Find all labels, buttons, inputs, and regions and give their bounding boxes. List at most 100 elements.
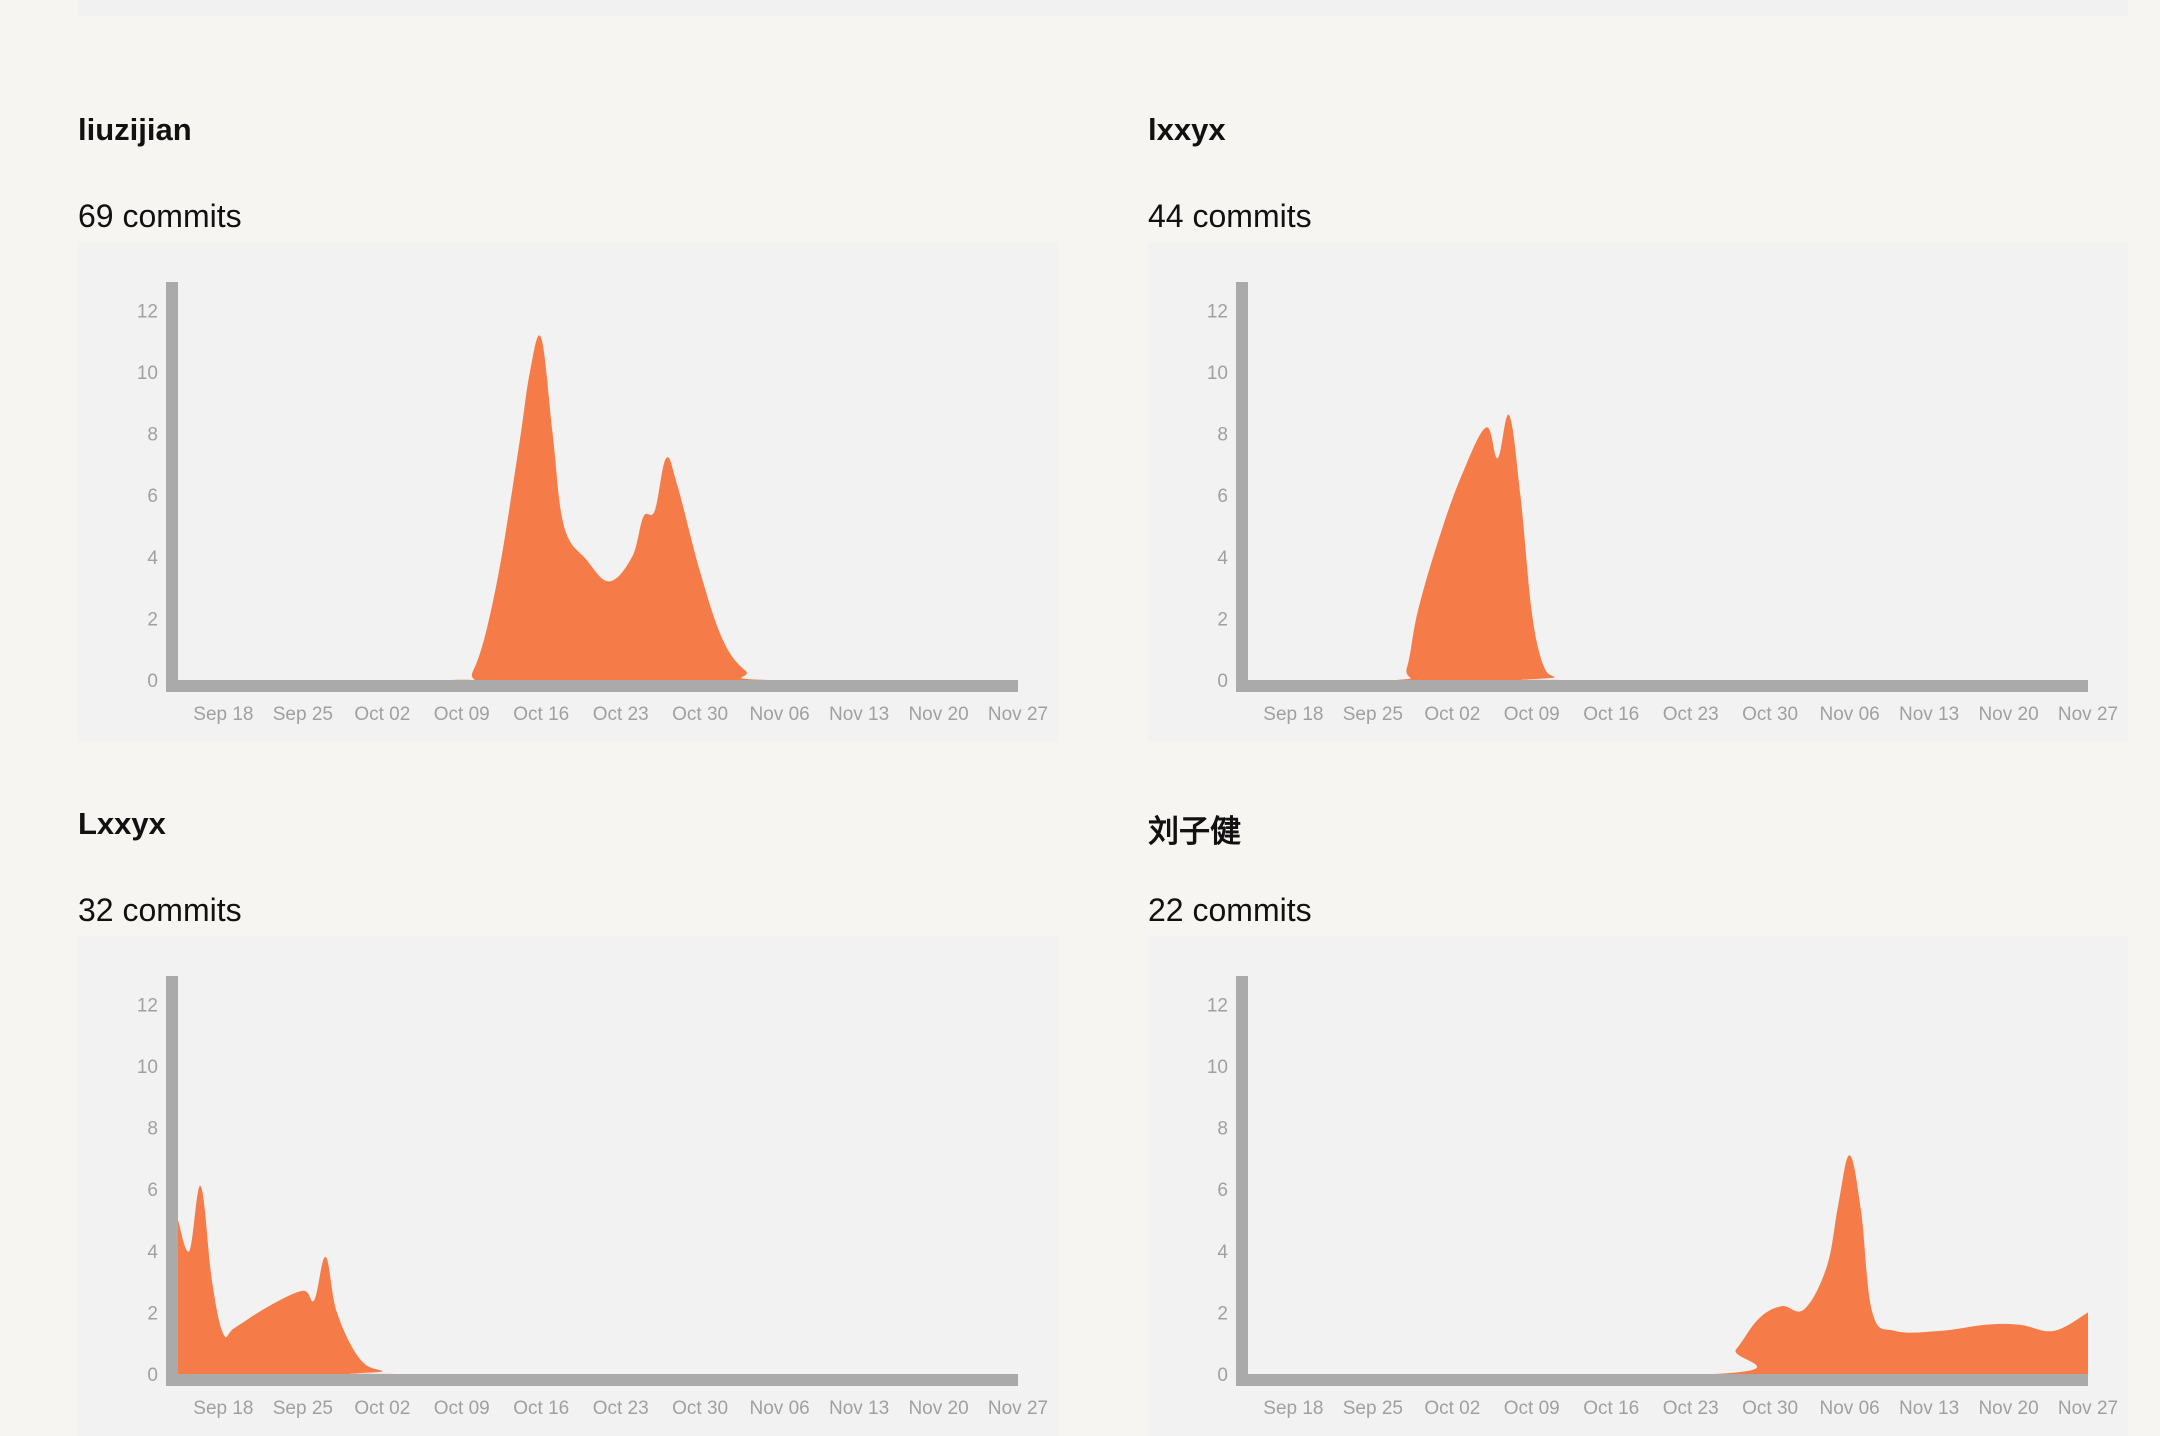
x-tick-label: Oct 09	[1504, 704, 1560, 725]
x-tick-label: Oct 30	[672, 704, 728, 725]
author-name[interactable]: lxxyx	[1148, 112, 1226, 147]
chart-svg: 0 2 4 6 8 10 12 Sep 18 Sep 25 Oct 02 Oct 09 Oct 16 O…	[137, 282, 1048, 725]
commit-chart: 0 2 4 6 8 10 12 Sep 18 Sep 25 Oct 02 Oct 09 Oct 16 O…	[78, 242, 1058, 742]
x-tick-label: Nov 27	[988, 704, 1048, 725]
x-tick-label: Sep 25	[1343, 704, 1403, 725]
y-tick-label: 2	[147, 609, 158, 630]
commit-count: 32 commits	[78, 892, 242, 928]
y-tick-label: 2	[1217, 1303, 1228, 1324]
commit-area-series	[178, 335, 1018, 681]
x-tick-label: Oct 23	[593, 704, 649, 725]
y-tick-label: 8	[1217, 1119, 1228, 1140]
y-tick-label: 4	[1217, 548, 1228, 569]
x-tick-label: Sep 18	[1263, 704, 1323, 725]
author-name[interactable]: Lxxyx	[78, 806, 166, 841]
y-tick-label: 0	[1217, 1365, 1228, 1386]
x-tick-label: Sep 25	[273, 704, 333, 725]
x-tick-label: Nov 13	[829, 1398, 889, 1419]
x-tick-label: Oct 23	[1663, 704, 1719, 725]
x-tick-label: Nov 27	[2058, 704, 2118, 725]
y-tick-label: 6	[147, 486, 158, 507]
x-tick-label: Oct 23	[1663, 1398, 1719, 1419]
x-tick-label: Sep 25	[1343, 1398, 1403, 1419]
x-tick-label: Nov 20	[908, 1398, 968, 1419]
commit-area-series	[1248, 414, 2088, 681]
chart-svg: 0 2 4 6 8 10 12 Sep 18 Sep 25 Oct 02 Oct 09 Oct 16 O…	[137, 976, 1048, 1419]
x-axis-line	[1236, 680, 2088, 692]
x-tick-label: Oct 16	[513, 704, 569, 725]
commit-chart: 0 2 4 6 8 10 12 Sep 18 Sep 25 Oct 02 Oct 09 Oct 16 O…	[1148, 242, 2128, 742]
x-tick-label: Nov 13	[1899, 1398, 1959, 1419]
x-tick-label: Oct 09	[434, 704, 490, 725]
commit-area-series	[178, 1185, 1018, 1375]
x-axis-line	[166, 680, 1018, 692]
x-tick-label: Nov 06	[750, 704, 810, 725]
commit-count: 22 commits	[1148, 892, 1312, 928]
x-tick-label: Sep 25	[273, 1398, 333, 1419]
y-axis-line	[166, 976, 178, 1386]
author-name[interactable]: 刘子健	[1148, 814, 1241, 849]
x-tick-label: Nov 20	[1978, 1398, 2038, 1419]
x-tick-label: Nov 13	[829, 704, 889, 725]
x-tick-label: Oct 30	[1742, 704, 1798, 725]
y-tick-label: 4	[1217, 1242, 1228, 1263]
y-tick-label: 4	[147, 548, 158, 569]
x-tick-label: Nov 27	[2058, 1398, 2118, 1419]
previous-panel-edge	[78, 0, 2128, 16]
x-tick-label: Oct 30	[672, 1398, 728, 1419]
commit-count: 44 commits	[1148, 198, 1312, 234]
y-axis-line	[1236, 976, 1248, 1386]
x-tick-label: Sep 18	[193, 1398, 253, 1419]
commit-chart: 0 2 4 6 8 10 12 Sep 18 Sep 25 Oct 02 Oct 09 Oct 16 O…	[1148, 936, 2128, 1436]
y-tick-label: 12	[1207, 995, 1228, 1016]
y-tick-label: 6	[147, 1180, 158, 1201]
y-tick-label: 10	[1207, 363, 1228, 384]
y-tick-label: 12	[137, 995, 158, 1016]
x-tick-label: Nov 13	[1899, 704, 1959, 725]
x-tick-label: Oct 16	[513, 1398, 569, 1419]
x-tick-label: Nov 06	[1820, 704, 1880, 725]
y-tick-label: 12	[137, 301, 158, 322]
commit-count: 69 commits	[78, 198, 242, 234]
x-tick-label: Nov 20	[1978, 704, 2038, 725]
commit-area-series	[1248, 1155, 2088, 1376]
x-tick-label: Nov 27	[988, 1398, 1048, 1419]
x-axis-line	[1236, 1374, 2088, 1386]
x-tick-label: Oct 16	[1583, 704, 1639, 725]
y-tick-label: 2	[1217, 609, 1228, 630]
chart-svg: 0 2 4 6 8 10 12 Sep 18 Sep 25 Oct 02 Oct 09 Oct 16 O…	[1207, 976, 2118, 1419]
y-tick-label: 10	[137, 1057, 158, 1078]
x-tick-label: Oct 02	[354, 1398, 410, 1419]
y-tick-label: 6	[1217, 1180, 1228, 1201]
x-tick-label: Oct 09	[1504, 1398, 1560, 1419]
chart-svg: 0 2 4 6 8 10 12 Sep 18 Sep 25 Oct 02 Oct 09 Oct 16 O…	[1207, 282, 2118, 725]
y-tick-label: 12	[1207, 301, 1228, 322]
x-tick-label: Nov 06	[750, 1398, 810, 1419]
y-tick-label: 0	[147, 1365, 158, 1386]
x-tick-label: Oct 23	[593, 1398, 649, 1419]
x-tick-label: Oct 02	[354, 704, 410, 725]
x-tick-label: Sep 18	[193, 704, 253, 725]
y-tick-label: 0	[1217, 671, 1228, 692]
y-tick-label: 4	[147, 1242, 158, 1263]
y-tick-label: 8	[1217, 425, 1228, 446]
y-axis-line	[166, 282, 178, 692]
x-tick-label: Oct 09	[434, 1398, 490, 1419]
y-axis-line	[1236, 282, 1248, 692]
x-tick-label: Oct 02	[1424, 704, 1480, 725]
y-tick-label: 8	[147, 1119, 158, 1140]
x-tick-label: Oct 16	[1583, 1398, 1639, 1419]
y-tick-label: 0	[147, 671, 158, 692]
y-tick-label: 8	[147, 425, 158, 446]
x-tick-label: Oct 02	[1424, 1398, 1480, 1419]
x-tick-label: Nov 06	[1820, 1398, 1880, 1419]
x-tick-label: Nov 20	[908, 704, 968, 725]
author-name[interactable]: liuzijian	[78, 112, 192, 147]
x-axis-line	[166, 1374, 1018, 1386]
x-tick-label: Sep 18	[1263, 1398, 1323, 1419]
y-tick-label: 2	[147, 1303, 158, 1324]
y-tick-label: 6	[1217, 486, 1228, 507]
y-tick-label: 10	[1207, 1057, 1228, 1078]
commit-chart: 0 2 4 6 8 10 12 Sep 18 Sep 25 Oct 02 Oct 09 Oct 16 O…	[78, 936, 1058, 1436]
y-tick-label: 10	[137, 363, 158, 384]
